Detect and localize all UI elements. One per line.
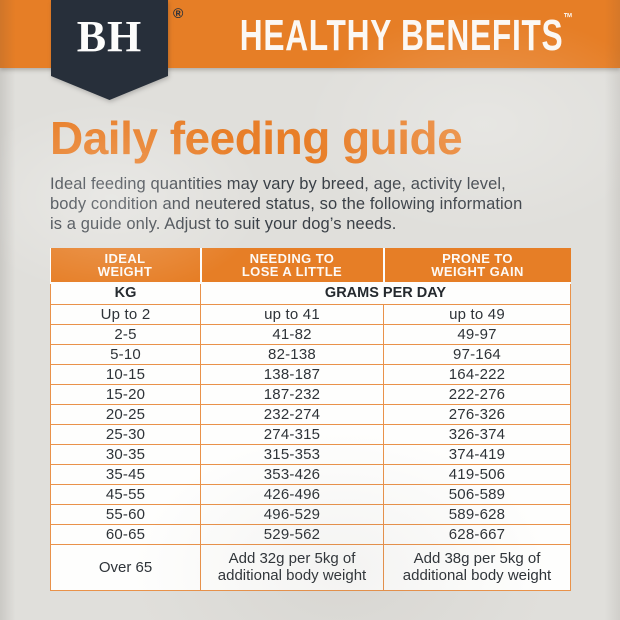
feeding-guide-table: IDEAL WEIGHT NEEDING TO LOSE A LITTLE PR… (50, 248, 571, 591)
header-line: WEIGHT GAIN (431, 264, 524, 279)
header-needing-to-lose: NEEDING TO LOSE A LITTLE (199, 248, 384, 284)
registered-trademark-symbol: ® (173, 5, 184, 21)
table-row: 45-55 426-496 506-589 (50, 483, 571, 505)
feeding-table-header: IDEAL WEIGHT NEEDING TO LOSE A LITTLE PR… (50, 248, 571, 284)
weight-cell: 2-5 (50, 323, 201, 345)
intro-line: is a guide only. Adjust to suit your dog… (50, 215, 397, 233)
weight-cell: 30-35 (50, 443, 201, 465)
header-line: PRONE TO (442, 251, 513, 266)
weight-cell: 35-45 (50, 463, 201, 485)
table-row: 30-35 315-353 374-419 (50, 443, 571, 465)
table-row: 60-65 529-562 628-667 (50, 523, 571, 545)
bh-logo-shape: BH (51, 0, 168, 100)
intro-line: body condition and neutered status, so t… (50, 195, 523, 213)
lose-a-little-cell: Add 32g per 5kg of additional body weigh… (200, 543, 384, 591)
footer-row-body: Over 65 Add 32g per 5kg of additional bo… (50, 543, 571, 591)
header-line: IDEAL (104, 251, 146, 266)
trademark-symbol: ™ (563, 9, 573, 25)
page-title: Daily feeding guide (50, 112, 463, 164)
prone-to-gain-cell: 374-419 (383, 443, 571, 465)
table-row: 55-60 496-529 589-628 (50, 503, 571, 525)
banner-title-wrap: HEALTHY BENEFITS™ (200, 0, 612, 68)
prone-to-gain-cell: 419-506 (383, 463, 571, 485)
header-row: IDEAL WEIGHT NEEDING TO LOSE A LITTLE PR… (50, 248, 571, 284)
bh-logo-text: BH (76, 12, 143, 61)
prone-to-gain-cell: 222-276 (383, 383, 571, 405)
lose-a-little-cell: 315-353 (200, 443, 384, 465)
table-row: 20-25 232-274 276-326 (50, 403, 571, 425)
table-row: 5-10 82-138 97-164 (50, 343, 571, 365)
table-row: 15-20 187-232 222-276 (50, 383, 571, 405)
weight-cell: 5-10 (50, 343, 201, 365)
table-row: 2-5 41-82 49-97 (50, 323, 571, 345)
header-line: NEEDING TO (249, 251, 335, 266)
table-row: 10-15 138-187 164-222 (50, 363, 571, 385)
intro-line: Ideal feeding quantities may vary by bre… (50, 175, 506, 193)
banner-title-text: HEALTHY BENEFITS (239, 10, 564, 60)
lose-a-little-cell: 187-232 (200, 383, 384, 405)
prone-to-gain-cell: 97-164 (383, 343, 571, 365)
table-row: Up to 2 up to 41 up to 49 (50, 303, 571, 325)
weight-cell: Up to 2 (50, 303, 201, 325)
weight-cell: Over 65 (50, 543, 201, 591)
unit-row-body: KG GRAMS PER DAY (50, 282, 571, 305)
banner-title: HEALTHY BENEFITS™ (240, 11, 573, 58)
bh-logo-badge: BH (51, 0, 168, 100)
prone-to-gain-cell: 628-667 (383, 523, 571, 545)
weight-cell: 55-60 (50, 503, 201, 525)
main-content: Daily feeding guide Ideal feeding quanti… (50, 68, 571, 591)
prone-to-gain-cell: 164-222 (383, 363, 571, 385)
weight-cell: 25-30 (50, 423, 201, 445)
prone-to-gain-cell: Add 38g per 5kg of additional body weigh… (383, 543, 571, 591)
prone-to-gain-cell: 506-589 (383, 483, 571, 505)
weight-cell: 60-65 (50, 523, 201, 545)
table-row: 35-45 353-426 419-506 (50, 463, 571, 485)
lose-a-little-cell: up to 41 (200, 303, 384, 325)
amount-unit-cell: GRAMS PER DAY (200, 282, 571, 305)
weight-cell: 10-15 (50, 363, 201, 385)
lose-a-little-cell: 496-529 (200, 503, 384, 525)
weight-cell: 15-20 (50, 383, 201, 405)
header-ideal-weight: IDEAL WEIGHT (50, 248, 201, 284)
lose-a-little-cell: 529-562 (200, 523, 384, 545)
lose-a-little-cell: 426-496 (200, 483, 384, 505)
intro-paragraph: Ideal feeding quantities may vary by bre… (50, 174, 570, 234)
feeding-rows: Up to 2 up to 41 up to 49 2-5 41-82 49-97 5-10… (50, 303, 571, 545)
header-line: LOSE A LITTLE (241, 264, 343, 279)
footer-row: Over 65 Add 32g per 5kg of additional bo… (50, 543, 571, 591)
header-line: WEIGHT (97, 264, 153, 279)
weight-unit-cell: KG (50, 282, 201, 305)
unit-row: KG GRAMS PER DAY (50, 282, 571, 305)
table-row: 25-30 274-315 326-374 (50, 423, 571, 445)
lose-a-little-cell: 82-138 (200, 343, 384, 365)
lose-a-little-cell: 353-426 (200, 463, 384, 485)
lose-a-little-cell: 41-82 (200, 323, 384, 345)
prone-to-gain-cell: up to 49 (383, 303, 571, 325)
prone-to-gain-cell: 49-97 (383, 323, 571, 345)
lose-a-little-cell: 138-187 (200, 363, 384, 385)
prone-to-gain-cell: 276-326 (383, 403, 571, 425)
prone-to-gain-cell: 589-628 (383, 503, 571, 525)
prone-to-gain-cell: 326-374 (383, 423, 571, 445)
lose-a-little-cell: 274-315 (200, 423, 384, 445)
weight-cell: 45-55 (50, 483, 201, 505)
weight-cell: 20-25 (50, 403, 201, 425)
lose-a-little-cell: 232-274 (200, 403, 384, 425)
header-prone-to-gain: PRONE TO WEIGHT GAIN (382, 248, 571, 284)
